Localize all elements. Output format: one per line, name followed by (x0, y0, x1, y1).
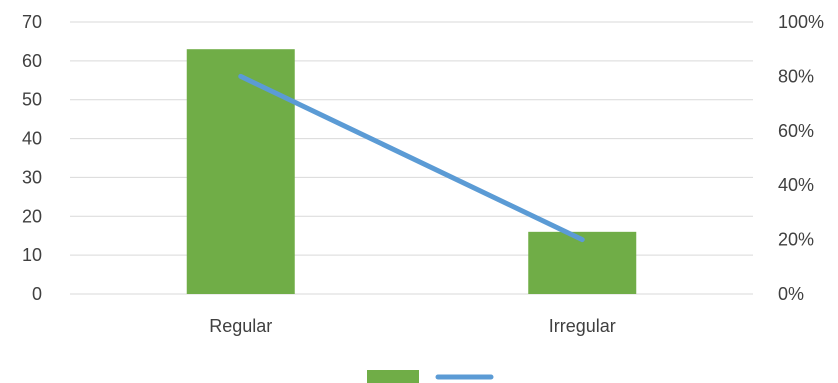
right-axis-tick-label: 80% (778, 66, 814, 86)
bar (186, 49, 295, 295)
category-label: Regular (209, 316, 272, 336)
right-axis-tick-label: 20% (778, 230, 814, 250)
left-axis-tick-label: 20 (22, 206, 42, 226)
right-axis-tick-label: 100% (778, 12, 824, 32)
category-label: Irregular (549, 316, 616, 336)
line-series (238, 73, 585, 243)
left-axis-tick-label: 40 (22, 129, 42, 149)
right-axis-tick-label: 40% (778, 175, 814, 195)
left-axis-tick-label: 60 (22, 51, 42, 71)
right-axis-tick-labels: 0% 20% 40% 60% 80% 100% (778, 12, 824, 304)
line-series-path (238, 73, 585, 243)
category-labels: Regular Irregular (209, 316, 616, 336)
left-axis-tick-label: 10 (22, 245, 42, 265)
bar-series (186, 49, 637, 295)
left-axis-tick-label: 70 (22, 12, 42, 32)
left-axis-tick-labels: 0 10 20 30 40 50 60 70 (22, 12, 42, 304)
gridlines (70, 21, 753, 295)
right-axis-tick-label: 0% (778, 284, 804, 304)
left-axis-tick-label: 30 (22, 167, 42, 187)
right-axis-tick-label: 60% (778, 121, 814, 141)
bar (528, 231, 637, 294)
left-axis-tick-label: 0 (32, 284, 42, 304)
left-axis-tick-label: 50 (22, 90, 42, 110)
legend (367, 370, 494, 383)
legend-bar-marker (367, 370, 419, 383)
